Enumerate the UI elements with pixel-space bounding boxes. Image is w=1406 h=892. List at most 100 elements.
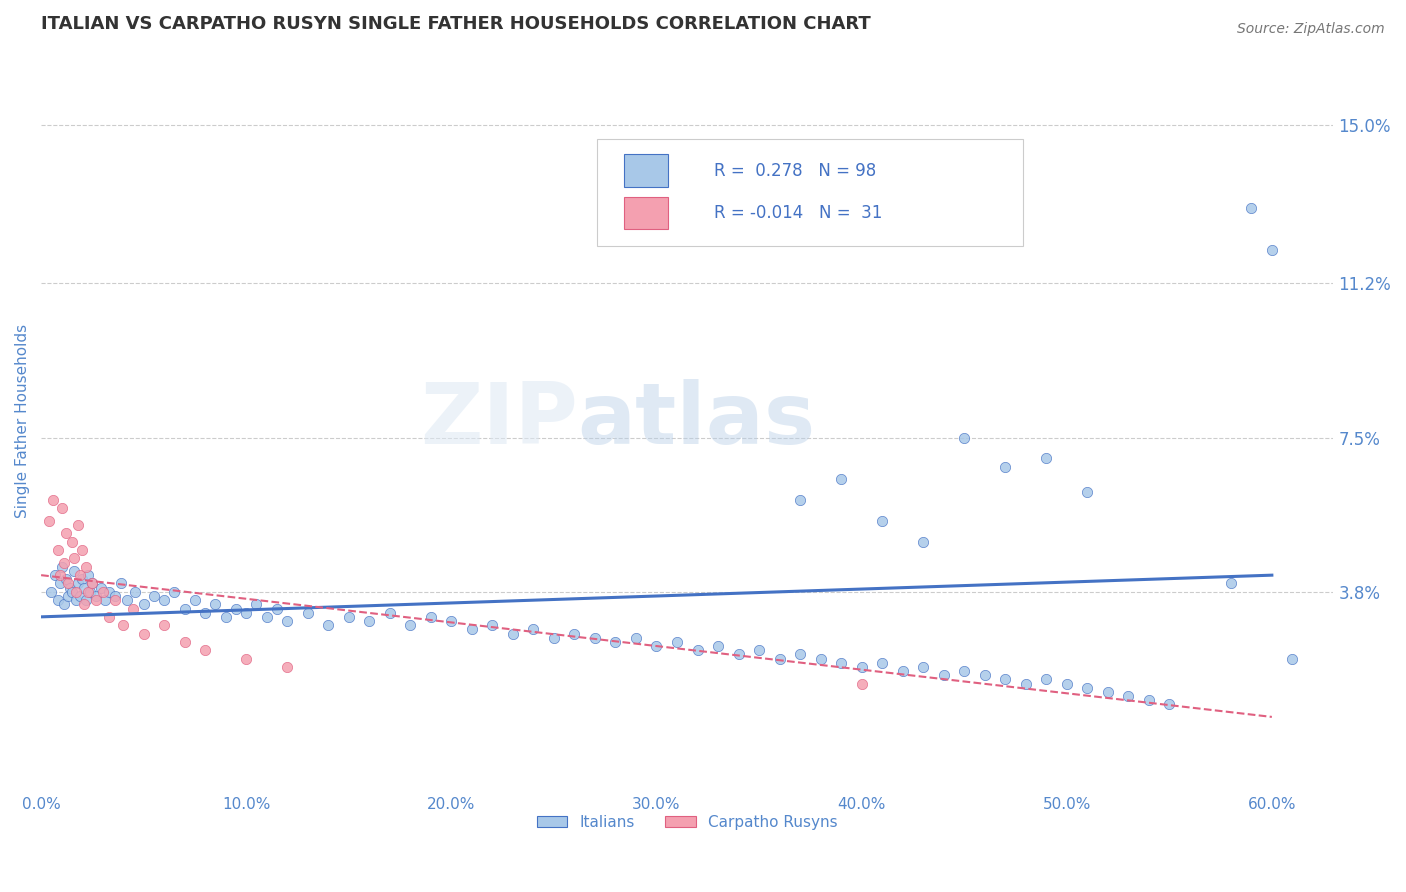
Point — [56, 589, 79, 603]
Point — [117, 593, 139, 607]
Point — [215, 610, 238, 624]
Point — [65, 584, 87, 599]
Point — [52, 598, 75, 612]
Point — [564, 626, 586, 640]
Point — [52, 556, 75, 570]
Point — [440, 614, 463, 628]
Point — [173, 635, 195, 649]
Point — [77, 568, 100, 582]
Point — [44, 568, 66, 582]
Point — [851, 676, 873, 690]
Point — [75, 559, 97, 574]
Point — [973, 668, 995, 682]
Point — [41, 584, 63, 599]
Point — [46, 593, 69, 607]
Text: Source: ZipAtlas.com: Source: ZipAtlas.com — [1237, 22, 1385, 37]
Point — [481, 618, 503, 632]
Point — [70, 572, 93, 586]
Point — [337, 610, 360, 624]
Point — [69, 568, 91, 582]
Point — [830, 472, 852, 486]
Point — [42, 493, 65, 508]
Point — [502, 626, 524, 640]
Point — [153, 593, 176, 607]
Point — [1076, 484, 1098, 499]
Point — [51, 501, 73, 516]
Point — [276, 660, 298, 674]
Point — [86, 593, 108, 607]
Point — [86, 589, 108, 603]
Point — [870, 656, 893, 670]
Point — [1015, 676, 1038, 690]
Point — [235, 651, 257, 665]
Point — [1281, 651, 1303, 665]
Point — [953, 664, 976, 678]
Point — [1159, 698, 1181, 712]
Point — [97, 584, 120, 599]
Point — [56, 576, 79, 591]
Point — [748, 643, 770, 657]
Point — [93, 593, 115, 607]
Point — [97, 610, 120, 624]
Point — [994, 673, 1017, 687]
Point — [48, 568, 70, 582]
Point — [1137, 693, 1160, 707]
Point — [686, 643, 709, 657]
Point — [46, 543, 69, 558]
Point — [65, 593, 87, 607]
Point — [912, 534, 935, 549]
Point — [543, 631, 565, 645]
Point — [768, 651, 790, 665]
Point — [245, 598, 267, 612]
Point — [789, 648, 811, 662]
Legend: Italians, Carpatho Rusyns: Italians, Carpatho Rusyns — [530, 809, 844, 837]
Point — [173, 601, 195, 615]
FancyBboxPatch shape — [596, 139, 1024, 246]
Point — [73, 598, 96, 612]
Point — [870, 514, 893, 528]
Point — [645, 639, 668, 653]
Point — [624, 631, 647, 645]
Point — [276, 614, 298, 628]
Point — [59, 581, 82, 595]
Point — [194, 643, 217, 657]
Point — [104, 593, 127, 607]
FancyBboxPatch shape — [624, 197, 668, 229]
Point — [399, 618, 422, 632]
Point — [122, 601, 145, 615]
Point — [38, 514, 60, 528]
FancyBboxPatch shape — [624, 154, 668, 187]
Point — [82, 576, 104, 591]
Text: ITALIAN VS CARPATHO RUSYN SINGLE FATHER HOUSEHOLDS CORRELATION CHART: ITALIAN VS CARPATHO RUSYN SINGLE FATHER … — [41, 15, 870, 33]
Point — [1261, 243, 1284, 257]
Point — [1076, 681, 1098, 695]
Point — [91, 584, 114, 599]
Point — [932, 668, 955, 682]
Text: R = -0.014   N =  31: R = -0.014 N = 31 — [714, 204, 883, 222]
Point — [1056, 676, 1078, 690]
Point — [851, 660, 873, 674]
Point — [75, 593, 97, 607]
Point — [79, 584, 101, 599]
Point — [70, 543, 93, 558]
Point — [132, 626, 155, 640]
Point — [359, 614, 381, 628]
Point — [1116, 689, 1139, 703]
Point — [104, 589, 127, 603]
Text: ZIP: ZIP — [419, 379, 578, 462]
Point — [67, 576, 90, 591]
Point — [153, 618, 176, 632]
Point — [810, 651, 832, 665]
Text: R =  0.278   N = 98: R = 0.278 N = 98 — [714, 161, 876, 180]
Point — [994, 459, 1017, 474]
Point — [184, 593, 207, 607]
Point — [1219, 576, 1241, 591]
Point — [912, 660, 935, 674]
Point — [256, 610, 278, 624]
Point — [163, 584, 186, 599]
Point — [132, 598, 155, 612]
Point — [60, 534, 83, 549]
Point — [297, 606, 319, 620]
Point — [67, 518, 90, 533]
Y-axis label: Single Father Households: Single Father Households — [15, 324, 30, 518]
